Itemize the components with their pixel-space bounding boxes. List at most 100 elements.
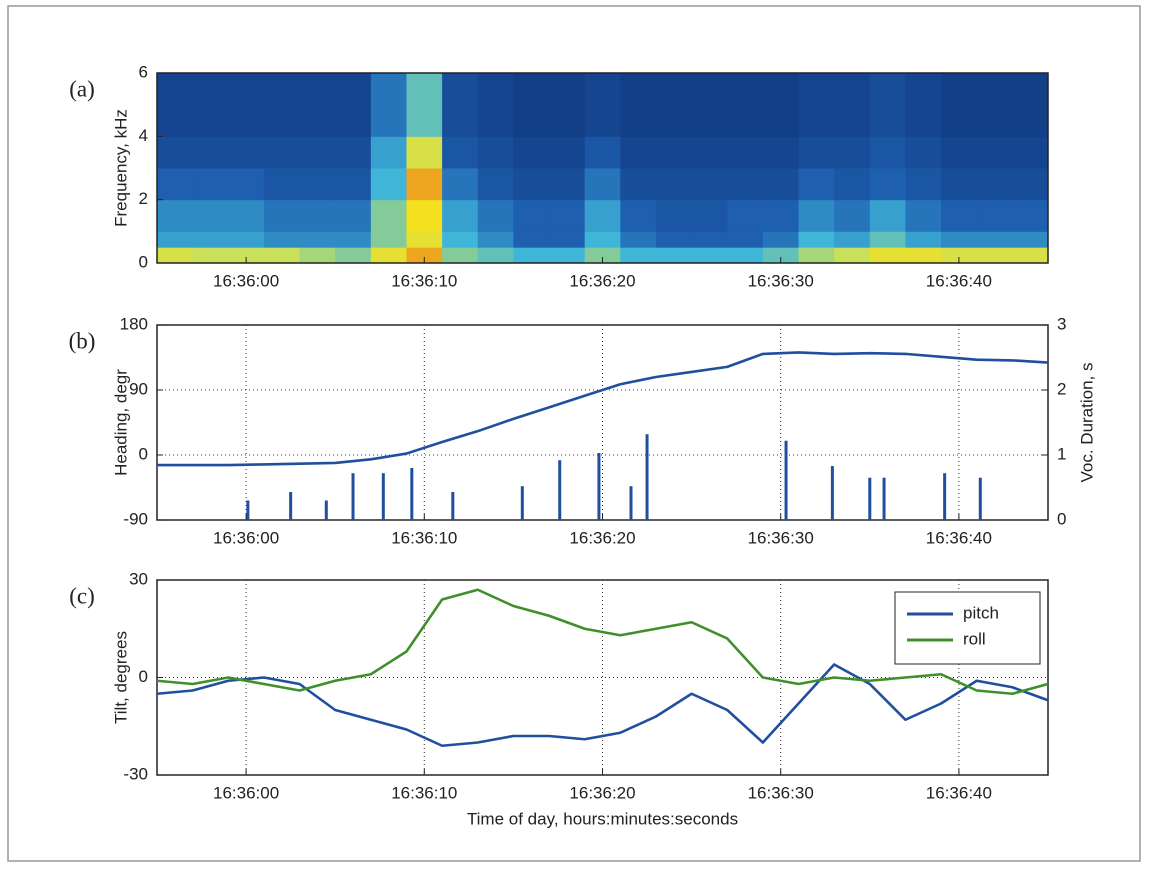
x-axis-title: Time of day, hours:minutes:seconds: [467, 809, 738, 828]
spectrogram-cell: [870, 168, 906, 200]
spectrogram-cell: [478, 231, 514, 247]
spectrogram-cell: [193, 136, 229, 168]
y-axis-title: Tilt, degrees: [111, 631, 130, 724]
y-tick-label: 90: [129, 379, 148, 398]
y-axis-title: Heading, degr: [111, 369, 130, 476]
legend-label: roll: [963, 629, 986, 648]
y-tick-label: 0: [139, 444, 148, 463]
spectrogram-cell: [300, 73, 336, 137]
spectrogram-cell: [620, 200, 656, 232]
spectrogram-cell: [406, 168, 442, 200]
spectrogram-cell: [656, 231, 692, 247]
spectrogram-cell: [1012, 200, 1048, 232]
spectrogram-cell: [620, 73, 656, 137]
spectrogram-cell: [727, 231, 763, 247]
x-tick-label: 16:36:30: [748, 783, 814, 802]
spectrogram-cell: [157, 231, 193, 247]
spectrogram-cell: [157, 136, 193, 168]
spectrogram-cell: [905, 231, 941, 247]
spectrogram-cell: [692, 200, 728, 232]
spectrogram-cell: [513, 200, 549, 232]
spectrogram-cell: [513, 136, 549, 168]
spectrogram-cell: [585, 168, 621, 200]
spectrogram-cell: [799, 247, 835, 263]
x-tick-label: 16:36:20: [569, 528, 635, 547]
spectrogram-cell: [763, 136, 799, 168]
spectrogram-cell: [834, 168, 870, 200]
y-axis-title: Frequency, kHz: [111, 109, 130, 227]
spectrogram-cell: [905, 73, 941, 137]
spectrogram-cell: [549, 136, 585, 168]
spectrogram-cell: [371, 247, 407, 263]
y-tick-label: 0: [139, 252, 148, 271]
spectrogram-cell: [264, 247, 300, 263]
spectrogram-cell: [513, 247, 549, 263]
spectrogram-cell: [692, 136, 728, 168]
spectrogram-cell: [264, 73, 300, 137]
spectrogram-cell: [1012, 247, 1048, 263]
spectrogram-cell: [193, 231, 229, 247]
figure: 16:36:00 16:36:10 16:36:20 16:36:30 16:36:40…: [0, 0, 1150, 869]
y-tick-label: 2: [139, 189, 148, 208]
spectrogram-cell: [834, 136, 870, 168]
spectrogram-cell: [620, 247, 656, 263]
spectrogram-cell: [157, 200, 193, 232]
spectrogram-cell: [228, 168, 264, 200]
spectrogram-cell: [371, 136, 407, 168]
spectrogram-cell: [727, 168, 763, 200]
spectrogram-cell: [585, 231, 621, 247]
x-tick-label: 16:36:00: [213, 528, 279, 547]
spectrogram-cell: [977, 136, 1013, 168]
spectrogram-cell: [834, 73, 870, 137]
spectrogram-cell: [300, 247, 336, 263]
spectrogram-cell: [977, 168, 1013, 200]
spectrogram-cell: [335, 231, 371, 247]
spectrogram-cell: [549, 231, 585, 247]
spectrogram-cell: [442, 136, 478, 168]
spectrogram-cell: [193, 73, 229, 137]
spectrogram-cell: [941, 231, 977, 247]
x-tick-label: 16:36:20: [569, 783, 635, 802]
spectrogram-cell: [300, 136, 336, 168]
spectrogram-cell: [228, 136, 264, 168]
spectrogram-cell: [157, 168, 193, 200]
x-tick-label: 16:36:00: [213, 271, 279, 290]
spectrogram-cell: [478, 136, 514, 168]
y2-tick-label: 0: [1057, 509, 1066, 528]
spectrogram-cell: [941, 168, 977, 200]
spectrogram-cell: [941, 136, 977, 168]
spectrogram-cell: [692, 247, 728, 263]
spectrogram-cell: [406, 200, 442, 232]
spectrogram-cell: [870, 73, 906, 137]
spectrogram-cell: [371, 200, 407, 232]
spectrogram-cell: [763, 168, 799, 200]
spectrogram-cell: [941, 200, 977, 232]
spectrogram-cell: [371, 168, 407, 200]
spectrogram-cell: [656, 247, 692, 263]
spectrogram-cell: [727, 136, 763, 168]
spectrogram-cell: [513, 73, 549, 137]
spectrogram-cell: [442, 247, 478, 263]
spectrogram-cell: [264, 168, 300, 200]
x-tick-label: 16:36:40: [926, 783, 992, 802]
y-tick-label: -30: [123, 764, 148, 783]
spectrogram-cell: [1012, 136, 1048, 168]
spectrogram-cell: [406, 231, 442, 247]
x-tick-label: 16:36:10: [391, 528, 457, 547]
spectrogram-cell: [549, 200, 585, 232]
spectrogram-cell: [977, 231, 1013, 247]
spectrogram-cell: [620, 231, 656, 247]
legend-label: pitch: [963, 603, 999, 622]
spectrogram-cell: [905, 247, 941, 263]
spectrogram-cell: [193, 200, 229, 232]
spectrogram-cell: [478, 247, 514, 263]
spectrogram-cell: [478, 73, 514, 137]
spectrogram-cell: [799, 200, 835, 232]
spectrogram-cell: [799, 136, 835, 168]
spectrogram-cell: [905, 136, 941, 168]
spectrogram-cell: [335, 200, 371, 232]
spectrogram-cell: [656, 200, 692, 232]
spectrogram-cell: [264, 136, 300, 168]
x-tick-label: 16:36:40: [926, 528, 992, 547]
spectrogram-cell: [585, 136, 621, 168]
